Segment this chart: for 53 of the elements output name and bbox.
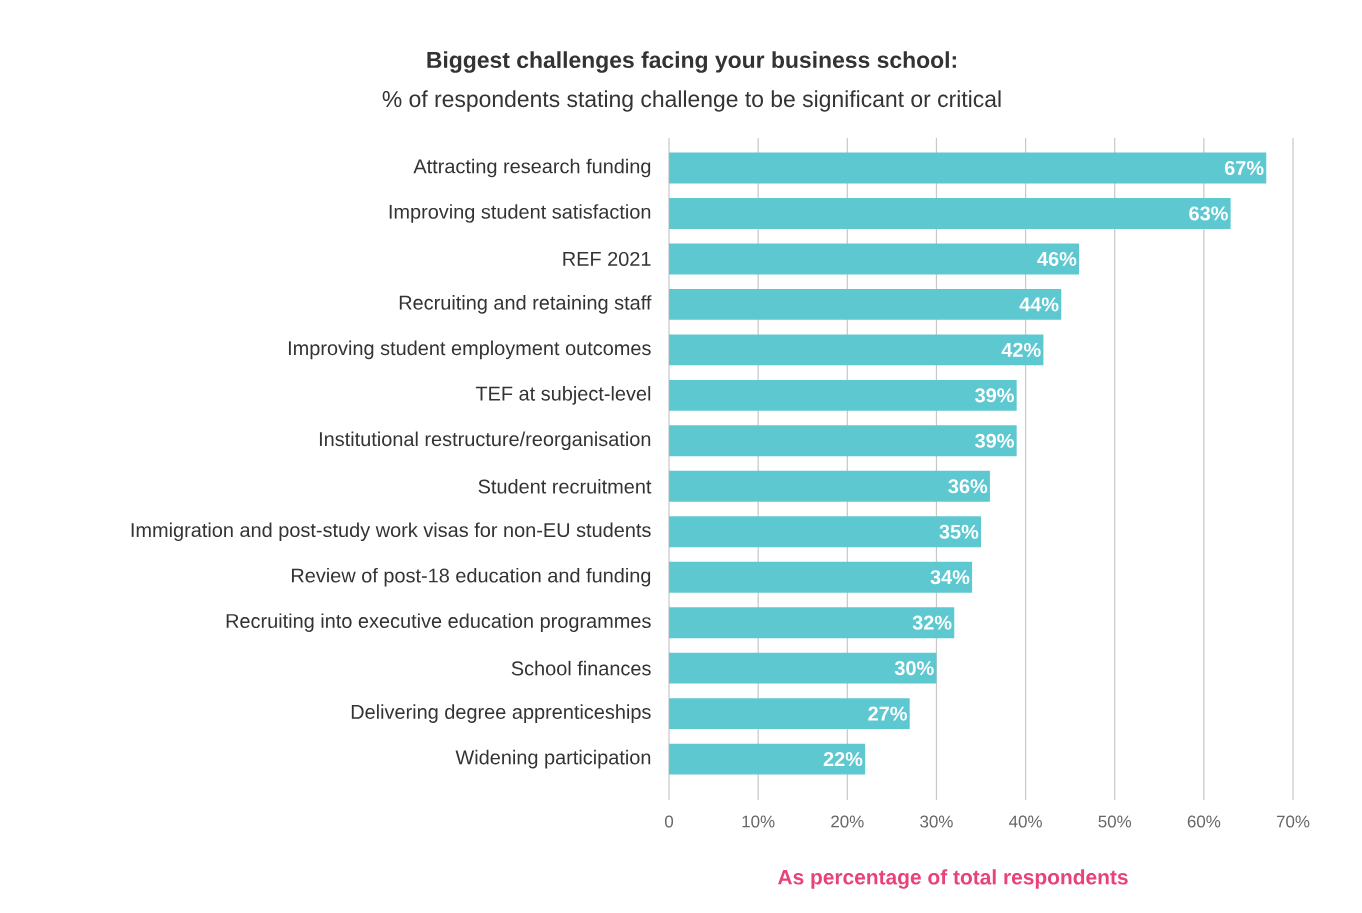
data-label: 22% <box>823 752 863 767</box>
chart-title: Biggest challenges facing your business school: <box>427 51 956 73</box>
x-tick-label: 50% <box>1098 815 1132 828</box>
bar <box>669 198 1231 229</box>
data-label: 32% <box>912 615 952 630</box>
data-label: 27% <box>868 706 907 721</box>
x-axis-title: As percentage of total respondents <box>777 869 1128 889</box>
x-tick-label: 40% <box>1009 815 1042 828</box>
bar <box>669 561 973 593</box>
data-label: 36% <box>948 479 988 494</box>
bar <box>669 243 1080 275</box>
bar <box>669 425 1017 457</box>
bar <box>669 152 1267 184</box>
data-label: 39% <box>975 433 1014 448</box>
x-tick-label: 10% <box>742 815 775 828</box>
bar <box>669 334 1044 366</box>
x-tick-label: 20% <box>831 815 864 828</box>
bar <box>669 607 955 639</box>
y-tick-label: Improving student satisfaction <box>389 204 651 223</box>
chart-subtitle: % of respondents stating challenge to be significant or critical <box>382 90 1001 112</box>
y-tick-label: TEF at subject-level <box>475 386 651 405</box>
bar <box>669 470 990 502</box>
y-tick-label: Widening participation <box>455 749 651 769</box>
data-label: 30% <box>894 661 934 676</box>
y-tick-label: Review of post-18 education and funding <box>292 567 651 587</box>
data-label: 63% <box>1189 206 1228 221</box>
y-tick-label: Institutional restructure/reorganisation <box>319 431 651 451</box>
data-label: 44% <box>1019 297 1059 312</box>
x-tick-label: 60% <box>1187 815 1221 828</box>
bar <box>669 379 1017 411</box>
y-tick-label: Attracting research funding <box>413 158 651 178</box>
bar <box>669 743 866 775</box>
data-label: 39% <box>975 388 1014 403</box>
x-tick-label: 30% <box>920 815 953 828</box>
bar <box>669 288 1062 320</box>
data-label: 42% <box>1001 342 1041 357</box>
x-tick-label: 70% <box>1276 815 1310 828</box>
bar <box>669 516 982 548</box>
data-label: 46% <box>1037 251 1077 266</box>
data-label: 35% <box>939 524 979 539</box>
y-tick-label: REF 2021 <box>563 251 651 266</box>
x-tick-label: 0 <box>664 815 674 828</box>
y-tick-label: Improving student employment outcomes <box>288 340 651 360</box>
data-label: 34% <box>930 570 970 585</box>
y-tick-label: School finances <box>511 660 651 676</box>
y-tick-label: Recruiting into executive education programmes <box>226 613 651 632</box>
y-tick-label: Student recruitment <box>478 478 652 494</box>
bar <box>669 652 937 684</box>
data-label: 67% <box>1224 160 1264 176</box>
y-tick-label: Recruiting and retaining staff <box>399 295 652 314</box>
y-tick-label: Immigration and post-study work visas for non-EU students <box>131 522 651 542</box>
bar <box>669 698 910 730</box>
y-tick-label: Delivering degree apprenticeships <box>351 704 651 723</box>
